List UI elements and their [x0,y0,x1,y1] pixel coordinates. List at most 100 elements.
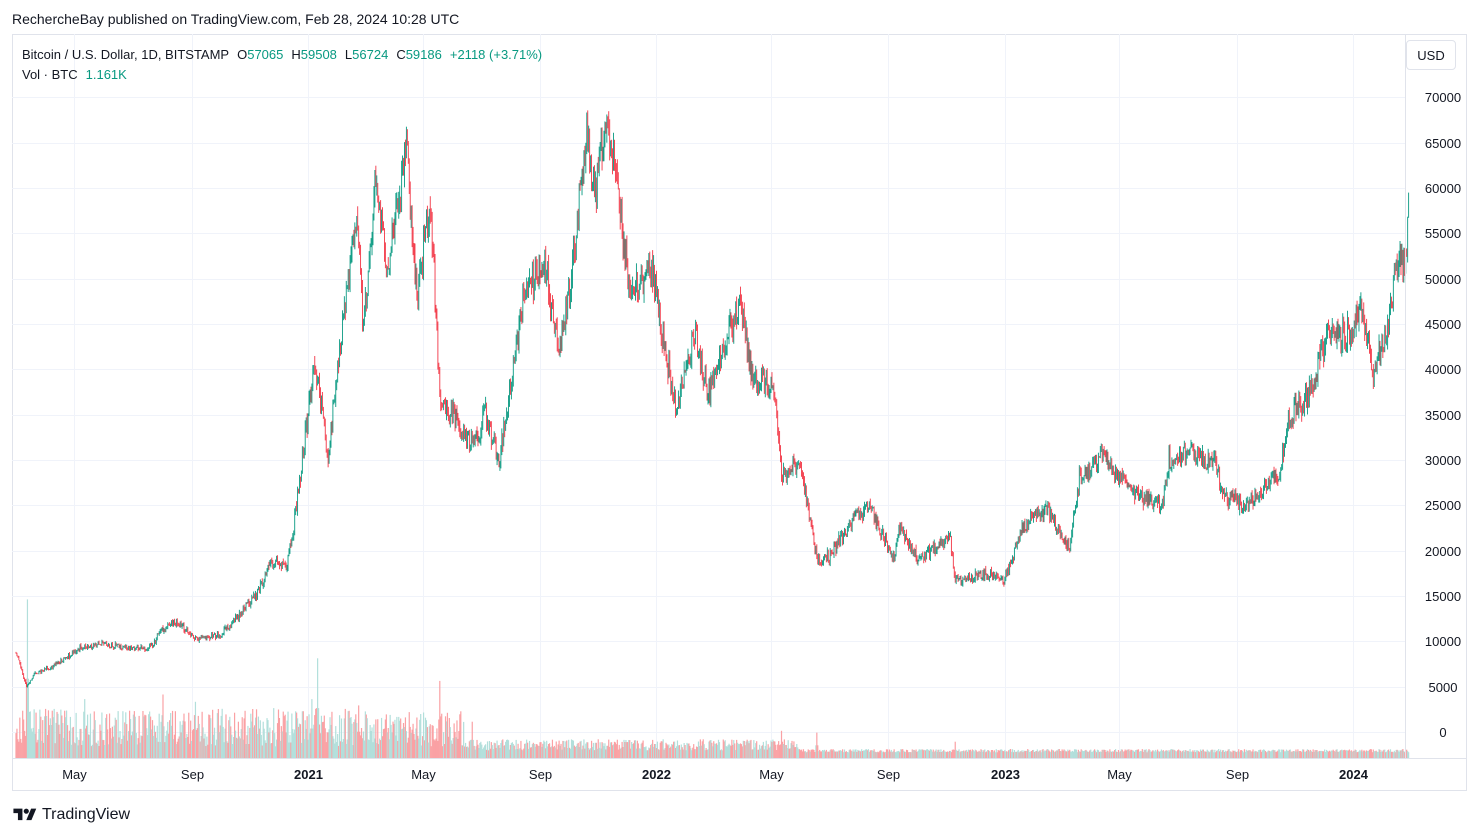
volume-bar [1302,749,1304,758]
volume-bar [791,740,793,758]
volume-bar [168,733,170,758]
volume-bar [189,743,191,758]
volume-bar [661,741,663,758]
volume-bar [156,725,158,758]
volume-bar [502,739,504,758]
time-axis[interactable]: May Sep 2021 May Sep 2022 May Sep 2023 May Sep 2024 [62,767,1369,782]
volume-bar [444,716,447,758]
volume-bar [747,741,749,758]
volume-bar [728,743,730,758]
volume-bar [941,752,943,758]
volume-bar [815,745,817,758]
currency-button[interactable]: USD [1406,40,1456,70]
volume-bar [1356,752,1358,758]
low-label: L [344,47,353,62]
volume-bar [1333,750,1335,758]
volume-bar [324,728,326,758]
volume-bar [176,741,178,758]
volume-bar [1252,749,1254,758]
price-axis[interactable]: 0500010000150002000025000300003500040000… [1425,90,1461,740]
volume-bar [1023,750,1025,758]
volume-bar [1087,751,1089,758]
volume-bar [765,740,767,758]
volume-bar [1032,749,1035,758]
time-tick-label: Sep [1226,767,1249,782]
volume-bar [786,748,788,758]
volume-bar [949,750,952,758]
volume-bar [470,739,472,758]
volume-bar [1093,749,1096,758]
volume-bar [1359,749,1361,758]
volume-bar [660,741,662,758]
volume-bar [966,749,968,758]
volume-bar [1074,749,1077,758]
volume-bar [27,678,30,758]
symbol-title[interactable]: Bitcoin / U.S. Dollar, 1D, BITSTAMP [22,47,230,62]
volume-bar [1096,749,1099,758]
volume-bar [859,750,861,758]
volume-bar [112,736,114,758]
volume-bar [602,743,604,758]
volume-bar [399,720,401,758]
volume-bar [713,741,715,758]
volume-bar [559,745,561,758]
volume-bar [403,727,406,758]
volume-bar [1005,751,1007,758]
volume-bar [469,740,471,758]
volume-bar [813,749,815,758]
volume-bar [875,752,877,758]
volume-bar [160,721,162,758]
volume-label[interactable]: Vol · BTC [22,67,78,82]
volume-bar [901,749,903,758]
volume-bar [50,725,52,758]
volume-bar [158,713,160,758]
volume-bar [970,751,973,758]
volume-bar [1387,749,1390,758]
volume-bar [1353,750,1355,758]
volume-bar [190,720,192,758]
volume-bar [1030,751,1033,758]
volume-bar [751,749,753,758]
volume-bar [263,728,265,758]
volume-bar [1107,750,1109,758]
volume-bar [961,751,963,758]
volume-bar [1227,749,1229,758]
volume-bar [410,732,412,758]
volume-bar [222,726,224,758]
volume-bar [817,745,819,758]
volume-bar [258,728,260,758]
tradingview-branding[interactable]: TradingView [12,804,130,826]
volume-bar [1395,749,1397,758]
volume-bar [429,724,431,758]
volume-bar [137,738,139,758]
volume-bar [619,748,621,758]
volume-bar [674,748,677,758]
volume-bar [548,743,551,758]
volume-bar [729,744,731,758]
volume-bar [434,740,436,758]
volume-bar [124,722,126,758]
volume-bar [1364,750,1366,758]
volume-bar [161,715,163,758]
volume-bar [753,740,755,758]
price-chart[interactable]: 0500010000150002000025000300003500040000… [12,34,1467,791]
volume-bar [510,743,512,758]
volume-bar [740,744,743,758]
volume-bar [689,745,691,758]
volume-bar [745,741,747,758]
volume-bar [833,750,835,758]
volume-bar [1195,752,1197,758]
volume-bar [233,737,235,758]
volume-bar [1226,750,1228,758]
volume-bar [1128,749,1130,758]
volume-bar [958,749,960,758]
volume-bar [1085,749,1087,758]
volume-bar [317,658,319,758]
volume-bar [218,732,220,758]
volume-bar [1049,751,1051,758]
volume-bar [903,750,905,758]
volume-bar [994,752,996,758]
volume-bar [185,738,187,758]
volume-bar [321,722,323,758]
volume-bar [282,711,284,758]
